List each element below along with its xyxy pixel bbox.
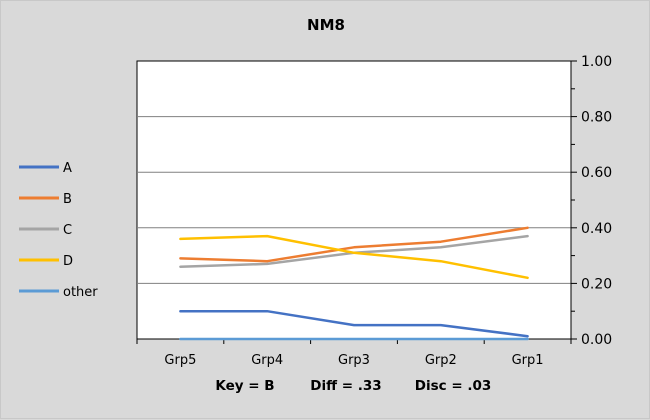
- legend-label-A: A: [63, 161, 72, 176]
- x-tick-label: Grp2: [425, 353, 457, 368]
- x-tick-label: Grp5: [164, 353, 196, 368]
- series-line-B: [179, 226, 529, 263]
- legend-label-B: B: [63, 192, 72, 207]
- legend-label-D: D: [63, 254, 73, 269]
- footer-disc: Disc = .03: [415, 378, 492, 394]
- y-tick-label: 0.80: [581, 110, 612, 126]
- chart-title: NM8: [307, 16, 345, 34]
- legend-label-other: other: [63, 285, 98, 300]
- y-axis: 0.00 0.20 0.40 0.60 0.80 1.00: [570, 54, 612, 348]
- x-tick-label: Grp4: [251, 353, 283, 368]
- y-tick-label: 0.20: [581, 276, 612, 292]
- x-tick-label: Grp1: [512, 353, 544, 368]
- legend-label-C: C: [63, 223, 72, 238]
- y-tick-label: 0.00: [581, 332, 612, 348]
- y-tick-label: 1.00: [581, 54, 612, 70]
- footer-key: Key = B: [215, 378, 274, 394]
- x-axis: Grp5 Grp4 Grp3 Grp2 Grp1: [136, 339, 572, 368]
- series-lines: [179, 226, 529, 341]
- y-tick-label: 0.40: [581, 221, 612, 237]
- series-line-D: [179, 234, 529, 280]
- series-line-A: [179, 309, 529, 338]
- gridlines: [137, 116, 571, 284]
- x-tick-label: Grp3: [338, 353, 370, 368]
- footer-diff: Diff = .33: [310, 378, 381, 394]
- plot-area: [136, 60, 572, 340]
- chart-footer: Key = B Diff = .33 Disc = .03: [215, 378, 491, 394]
- y-tick-label: 0.60: [581, 165, 612, 181]
